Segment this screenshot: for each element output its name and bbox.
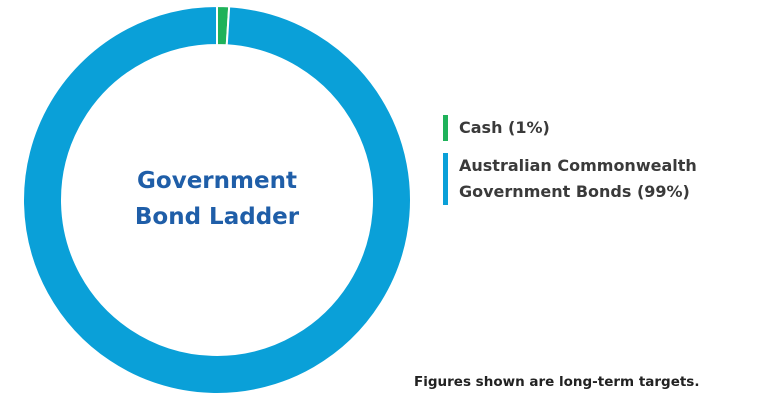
legend-label: Cash (1%) — [459, 118, 550, 137]
footnote: Figures shown are long-term targets. — [414, 374, 700, 390]
legend-label: Australian Commonwealth Government Bonds… — [459, 156, 697, 201]
chart — [22, 4, 412, 395]
legend-item: Australian Commonwealth Government Bonds… — [443, 153, 743, 205]
legend: Cash (1%) Australian Commonwealth Governm… — [443, 115, 743, 217]
chart-title: Government Bond Ladder — [134, 168, 300, 230]
legend-swatch — [443, 115, 448, 141]
legend-item: Cash (1%) — [443, 115, 743, 141]
legend-swatch — [443, 153, 448, 205]
donut-slice — [22, 4, 412, 395]
